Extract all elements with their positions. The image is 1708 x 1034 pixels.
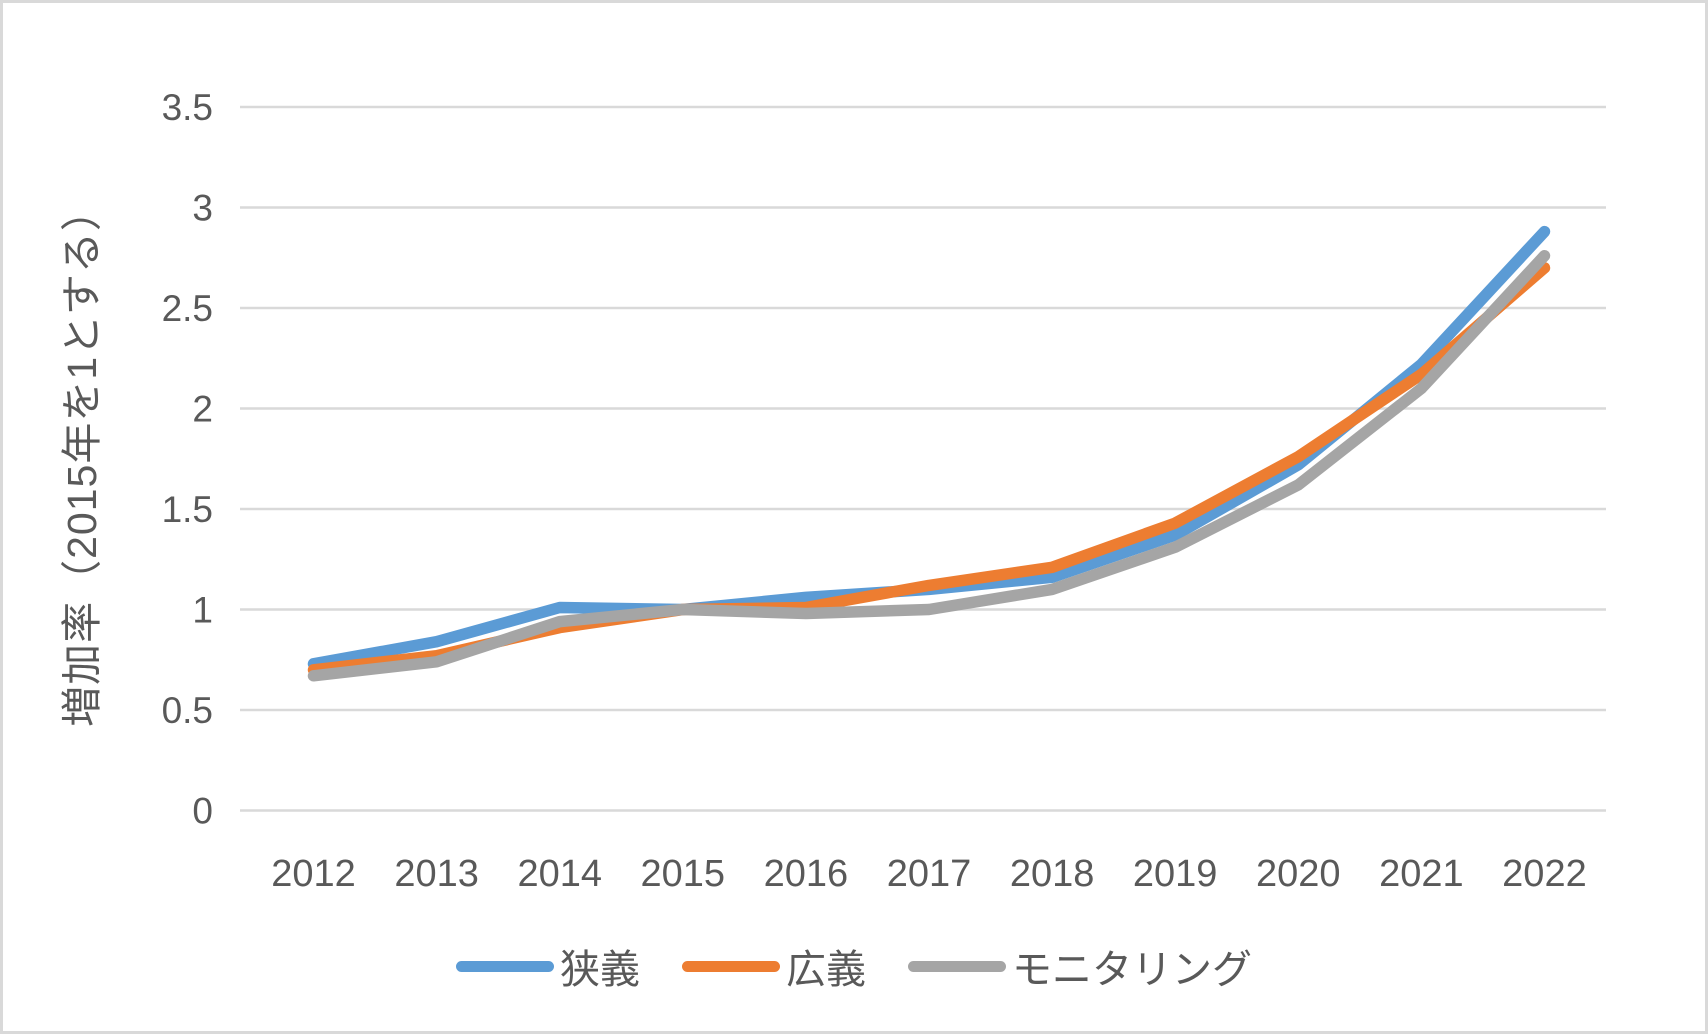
legend-label: 広義 [786, 948, 866, 992]
y-axis-title: 増加率（2015年を1とする） [59, 189, 105, 727]
legend-item-monitoring[interactable]: モニタリング [908, 937, 1252, 995]
x-axis-tick-label: 2017 [887, 853, 972, 895]
legend-label: 狭義 [560, 948, 640, 992]
legend: 狭義 広義 モニタリング [0, 938, 1708, 994]
y-axis-tick-label: 3.5 [162, 87, 213, 128]
y-axis-tick-label: 1.5 [162, 489, 213, 530]
y-axis-tick-label: 2.5 [162, 288, 213, 329]
x-axis-tick-label: 2015 [641, 853, 726, 895]
legend-swatch-blue-line-icon [456, 960, 554, 972]
legend-swatch-orange-line-icon [682, 960, 780, 972]
y-axis-tick-label: 0.5 [162, 690, 213, 731]
x-axis-tick-label: 2014 [517, 853, 602, 895]
x-axis-tick-label: 2022 [1502, 853, 1587, 895]
x-axis-tick-label: 2016 [764, 853, 849, 895]
series-line-モニタリング [307, 249, 1551, 682]
series-line-狭義 [307, 225, 1551, 670]
legend-label: モニタリング [1012, 948, 1252, 992]
x-axis-tick-label: 2018 [1010, 853, 1095, 895]
y-axis-tick-label: 0 [192, 791, 213, 832]
y-axis-tick-label: 3 [192, 188, 213, 229]
legend-swatch-gray-line-icon [908, 960, 1006, 972]
x-axis-tick-label: 2019 [1133, 853, 1218, 895]
legend-item-kougi[interactable]: 広義 [682, 937, 866, 995]
x-axis-tick-label: 2013 [394, 853, 479, 895]
x-axis-tick-label: 2020 [1256, 853, 1341, 895]
y-axis-tick-label: 1 [192, 590, 213, 631]
legend-item-kyougi[interactable]: 狭義 [456, 937, 640, 995]
x-axis-tick-label: 2021 [1379, 853, 1464, 895]
x-axis-tick-label: 2012 [271, 853, 356, 895]
y-axis-tick-label: 2 [192, 389, 213, 430]
